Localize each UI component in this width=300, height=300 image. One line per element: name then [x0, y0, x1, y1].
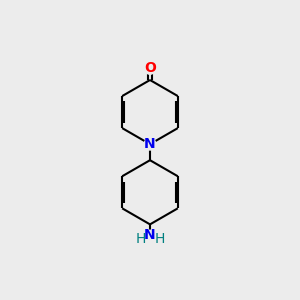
- Circle shape: [144, 61, 156, 74]
- Text: N: N: [144, 229, 156, 242]
- Text: O: O: [144, 61, 156, 75]
- Circle shape: [136, 234, 145, 244]
- Text: H: H: [154, 232, 164, 246]
- Circle shape: [155, 234, 164, 244]
- Circle shape: [144, 138, 156, 150]
- Text: H: H: [136, 232, 146, 246]
- Circle shape: [145, 230, 155, 241]
- Text: N: N: [144, 137, 156, 151]
